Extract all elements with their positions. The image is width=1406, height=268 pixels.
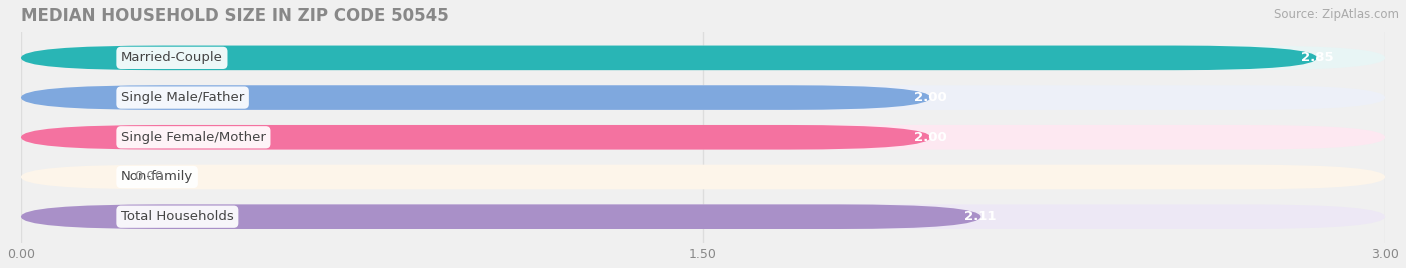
Text: Single Female/Mother: Single Female/Mother <box>121 131 266 144</box>
FancyBboxPatch shape <box>21 204 1385 229</box>
Text: Total Households: Total Households <box>121 210 233 223</box>
Text: MEDIAN HOUSEHOLD SIZE IN ZIP CODE 50545: MEDIAN HOUSEHOLD SIZE IN ZIP CODE 50545 <box>21 7 449 25</box>
FancyBboxPatch shape <box>21 204 980 229</box>
Text: 2.85: 2.85 <box>1301 51 1333 64</box>
FancyBboxPatch shape <box>21 125 931 150</box>
Text: 2.00: 2.00 <box>914 131 946 144</box>
FancyBboxPatch shape <box>21 85 931 110</box>
FancyBboxPatch shape <box>21 85 1385 110</box>
Text: Source: ZipAtlas.com: Source: ZipAtlas.com <box>1274 8 1399 21</box>
Text: 2.11: 2.11 <box>965 210 997 223</box>
Text: Single Male/Father: Single Male/Father <box>121 91 245 104</box>
Text: 2.00: 2.00 <box>914 91 946 104</box>
Text: Non-family: Non-family <box>121 170 193 184</box>
FancyBboxPatch shape <box>21 165 1385 189</box>
FancyBboxPatch shape <box>21 46 1317 70</box>
FancyBboxPatch shape <box>21 46 1385 70</box>
FancyBboxPatch shape <box>21 125 1385 150</box>
Text: Married-Couple: Married-Couple <box>121 51 224 64</box>
Text: 0.00: 0.00 <box>134 170 163 184</box>
